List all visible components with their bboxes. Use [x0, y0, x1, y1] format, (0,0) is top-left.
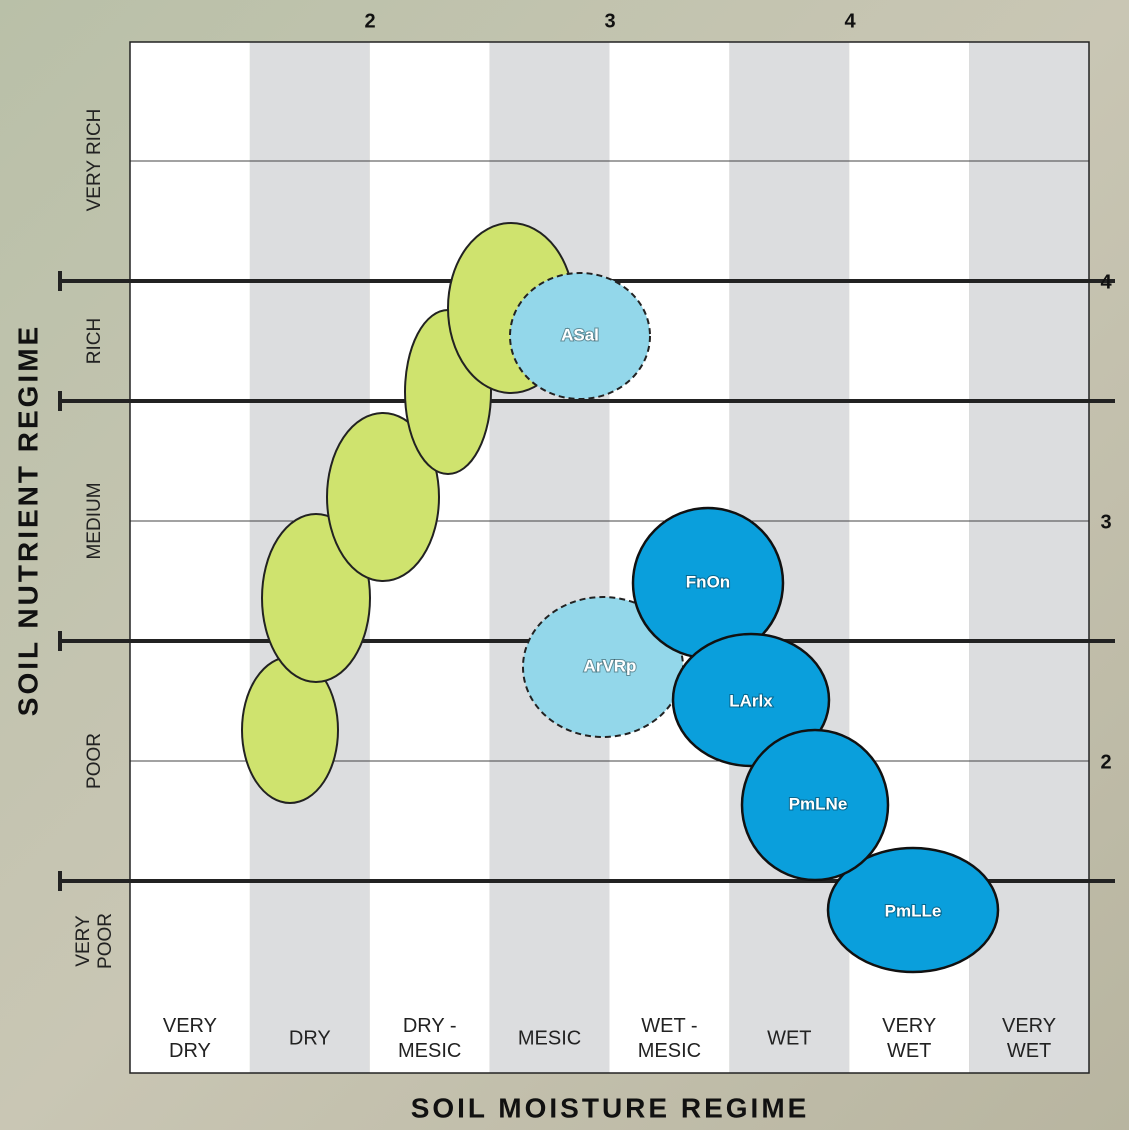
column-label: DRY	[289, 1027, 331, 1049]
column-label: MESIC	[398, 1040, 461, 1062]
right-number: 2	[1100, 751, 1111, 773]
column-band	[490, 42, 610, 1073]
column-label: WET	[1007, 1040, 1051, 1062]
column-label: VERY	[1002, 1015, 1056, 1037]
right-number: 3	[1100, 511, 1111, 533]
unit-label: LArlx	[729, 691, 773, 710]
column-label: VERY	[882, 1015, 936, 1037]
row-label: VERY RICH	[84, 109, 105, 212]
column-label: DRY -	[403, 1015, 457, 1037]
diagram: VERY RICHRICHMEDIUMPOORVERYPOORVERYDRYDR…	[0, 0, 1129, 1130]
row-label: POOR	[84, 733, 105, 789]
right-number: 4	[1100, 271, 1112, 293]
x-axis-title: SOIL MOISTURE REGIME	[411, 1092, 810, 1123]
row-label: MEDIUM	[84, 482, 105, 559]
column-label: WET	[767, 1027, 811, 1049]
column-label: DRY	[169, 1040, 211, 1062]
column-label: VERY	[163, 1015, 217, 1037]
top-number: 2	[364, 10, 375, 32]
column-band	[130, 42, 250, 1073]
column-label: WET -	[641, 1015, 697, 1037]
row-label: RICH	[84, 318, 105, 364]
column-label: MESIC	[638, 1040, 701, 1062]
column-label: MESIC	[518, 1027, 581, 1049]
unit-label: ArVRp	[584, 656, 637, 675]
unit-label: FnOn	[686, 572, 730, 591]
y-axis-title: SOIL NUTRIENT REGIME	[12, 324, 43, 716]
top-number: 3	[604, 10, 615, 32]
unit-label: PmLNe	[789, 794, 848, 813]
top-number: 4	[844, 10, 856, 32]
row-label: VERY	[73, 915, 94, 967]
unit-label: PmLLe	[885, 901, 942, 920]
row-label: POOR	[95, 913, 116, 969]
column-label: WET	[887, 1040, 931, 1062]
unit-label: ASal	[561, 325, 599, 344]
